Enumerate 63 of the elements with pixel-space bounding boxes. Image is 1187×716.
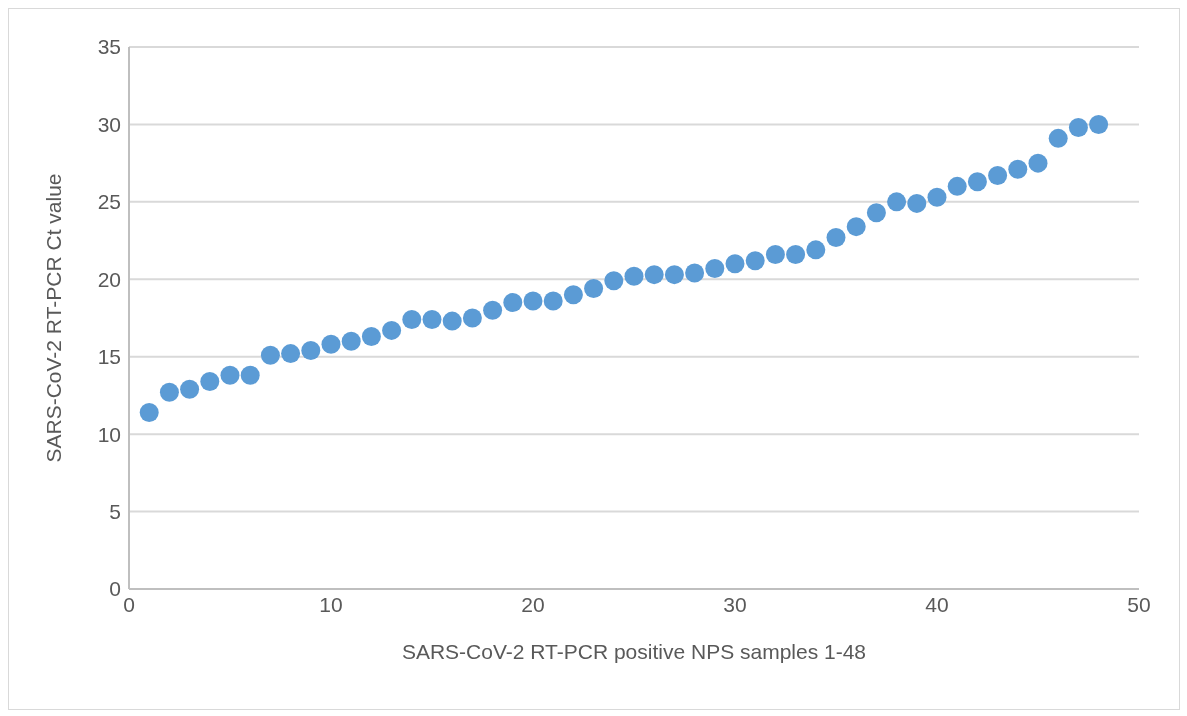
point xyxy=(483,300,503,320)
point xyxy=(402,310,422,330)
point xyxy=(584,279,604,299)
point xyxy=(321,334,341,354)
point xyxy=(765,245,785,265)
point xyxy=(301,341,321,361)
point xyxy=(503,293,523,313)
y-tick-label: 30 xyxy=(97,112,121,136)
point xyxy=(604,271,624,291)
point xyxy=(281,344,301,364)
y-axis-title: SARS-CoV-2 RT-PCR Ct value xyxy=(42,173,66,463)
point xyxy=(866,203,886,223)
point xyxy=(1008,159,1028,179)
point xyxy=(725,254,745,274)
point xyxy=(382,320,402,340)
point xyxy=(1089,114,1109,134)
point xyxy=(260,345,280,365)
point xyxy=(927,187,947,207)
point xyxy=(523,291,543,311)
point xyxy=(705,258,725,278)
point xyxy=(947,176,967,196)
point xyxy=(240,365,260,385)
y-tick-label: 0 xyxy=(109,577,121,601)
point xyxy=(988,166,1008,186)
x-axis-title: SARS-CoV-2 RT-PCR positive NPS samples 1-48 xyxy=(401,640,867,663)
point xyxy=(543,291,563,311)
x-tick-label: 40 xyxy=(925,592,949,616)
point xyxy=(200,371,220,391)
x-tick-label: 20 xyxy=(521,592,545,616)
point xyxy=(664,265,684,285)
point xyxy=(1048,128,1068,148)
point xyxy=(685,263,705,283)
point xyxy=(442,311,462,331)
point xyxy=(907,193,927,213)
y-tick-label: 20 xyxy=(97,267,121,291)
y-tick-label: 10 xyxy=(97,422,121,446)
point xyxy=(563,285,583,305)
y-tick-label: 15 xyxy=(97,345,121,369)
point xyxy=(887,192,907,212)
point xyxy=(341,331,361,351)
x-tick-label: 50 xyxy=(1127,592,1151,616)
point xyxy=(967,172,987,192)
point xyxy=(220,365,240,385)
point xyxy=(826,227,846,247)
point xyxy=(644,265,664,285)
point xyxy=(624,266,644,286)
point xyxy=(361,327,381,347)
y-tick-label: 5 xyxy=(109,500,121,524)
x-tick-label: 10 xyxy=(319,592,343,616)
x-tick-label: 30 xyxy=(723,592,747,616)
point xyxy=(786,245,806,265)
y-tick-label: 25 xyxy=(97,190,121,214)
point xyxy=(1028,153,1048,173)
point xyxy=(139,402,159,422)
point xyxy=(846,217,866,237)
point xyxy=(422,310,442,330)
y-tick-label: 35 xyxy=(97,35,121,59)
point xyxy=(159,382,179,402)
point xyxy=(180,379,200,399)
point xyxy=(1068,118,1088,138)
point xyxy=(462,308,482,328)
point xyxy=(745,251,765,271)
point xyxy=(806,240,826,260)
